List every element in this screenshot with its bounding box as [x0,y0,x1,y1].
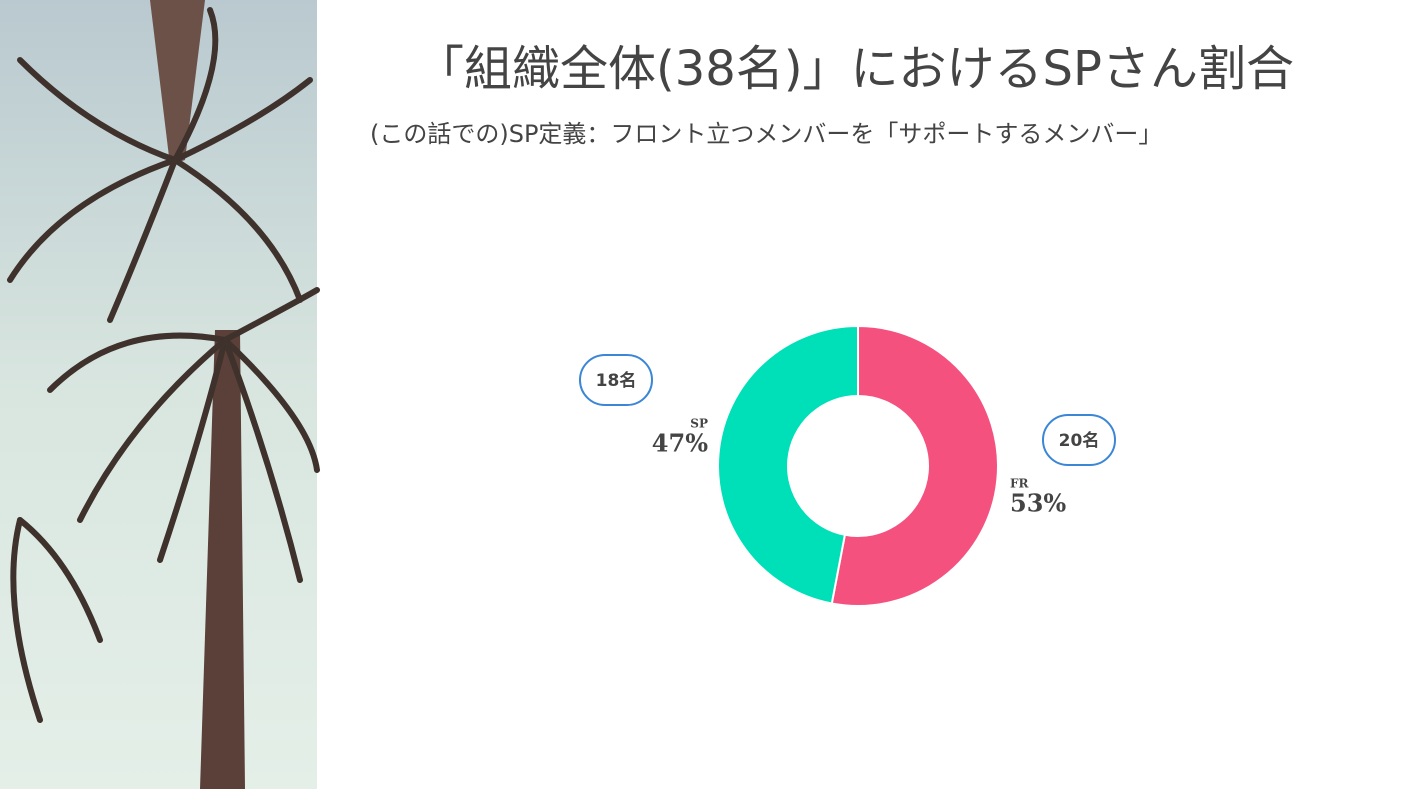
slice-category-label: FR [1010,477,1030,491]
photo-panel [0,0,320,789]
callout-box [579,354,653,406]
chart-title: 「組織全体(38名)」におけるSPさん割合 [416,41,1294,97]
chart-subtitle: (この話での)SP定義：フロント立つメンバーを「サポートするメンバー」 [370,120,1162,148]
callout-box [1042,414,1116,466]
slice-value-label: 53% [1010,489,1066,518]
slice-category-label: SP [690,417,708,431]
donut-slice [830,324,999,607]
slice-value-label: 47% [652,429,708,458]
callout-label: 18名 [596,370,637,391]
callout-label: 20名 [1059,430,1100,451]
donut-slice [717,324,859,605]
